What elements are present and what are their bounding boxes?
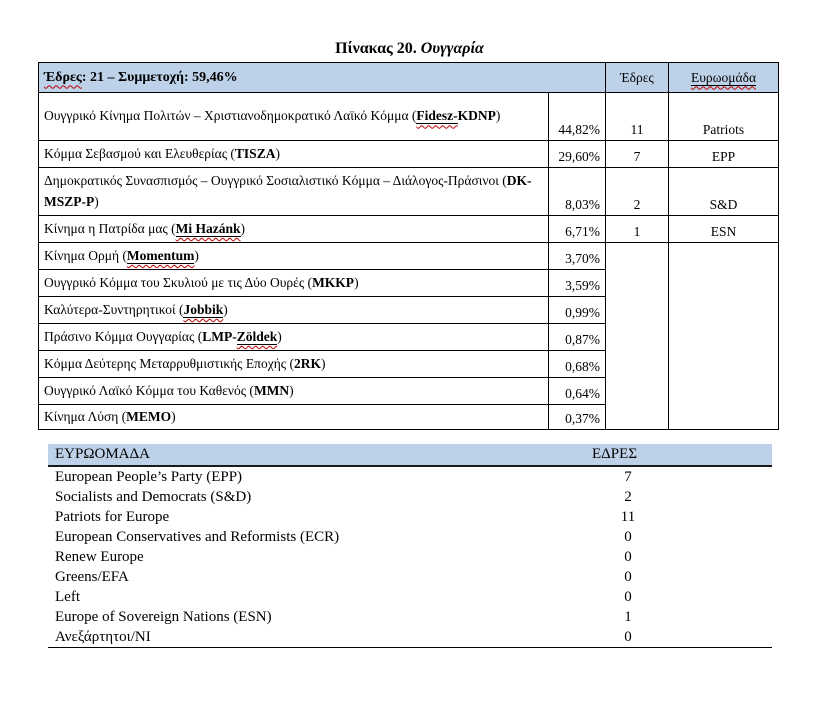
eurogroup-row: Ανεξάρτητοι/NI 0 [48, 627, 772, 648]
party-row: Κίνημα Ορμή (Momentum) 3,70% [38, 241, 779, 431]
results-header-row: Έδρες: 21 – Συμμετοχή: 59,46% Έδρες Ευρω… [38, 62, 779, 93]
eurogroup-cell: Patriots [668, 92, 779, 141]
eurogroup-cell: EPP [668, 140, 779, 168]
summary-seats-word: Έδρες [44, 69, 82, 85]
eurogroup-row: Left 0 [48, 587, 772, 607]
vote-share-cell: 0,68% [548, 350, 606, 378]
eurogroup-seats-cell: 0 [624, 528, 632, 545]
seats-turnout-summary: Έδρες: 21 – Συμμετοχή: 59,46% [38, 62, 606, 93]
vote-share-cell: 6,71% [548, 215, 606, 243]
eurogroup-seats-cell: 2 [624, 488, 632, 505]
party-row: Ουγγρικό Κόμμα του Σκυλιού με τις Δύο Ου… [38, 269, 779, 297]
eurogroup-name-cell: European Conservatives and Reformists (E… [55, 528, 340, 545]
eurogroup-row: European People’s Party (EPP) 7 [48, 466, 772, 487]
seats-cell: 11 [605, 92, 669, 141]
groups-column-header-eurogroup: ΕΥΡΩΟΜΑΔΑ [48, 444, 548, 467]
party-row: Δημοκρατικός Συνασπισμός – Ουγγρικό Σοσι… [38, 167, 779, 216]
eurogroup-cell: ESN [668, 215, 779, 243]
party-name-cell: Κόμμα Δεύτερης Μεταρρυθμιστικής Εποχής (… [38, 350, 549, 378]
eurogroup-cell: S&D [668, 167, 779, 216]
eurogroup-row: European Conservatives and Reformists (E… [48, 527, 772, 547]
eurogroup-seats-cell: 0 [624, 568, 632, 585]
party-abbreviation: MMN [253, 382, 290, 398]
party-name-cell: Κόμμα Σεβασμού και Ελευθερίας (TISZA) [38, 140, 549, 168]
party-name-cell: Πράσινο Κόμμα Ουγγαρίας (LMP-Zöldek) [38, 323, 549, 351]
column-header-eurogroup: Ευρωομάδα [668, 62, 779, 93]
party-abbreviation-underlined: Momentum [126, 247, 195, 264]
party-abbreviation-underlined: Jobbik [183, 301, 224, 318]
country-name: Ουγγαρία [420, 40, 484, 57]
party-row: Κίνημα Λύση (MEMO) 0,37% [38, 403, 779, 431]
vote-share-cell: 0,64% [548, 377, 606, 405]
vote-share-cell: 0,87% [548, 323, 606, 351]
page-title: Πίνακας 20. Ουγγαρία [0, 40, 819, 58]
seats-cell: 7 [605, 140, 669, 168]
party-row: Ουγγρικό Λαϊκό Κόμμα του Καθενός (MMN) 0,… [38, 377, 779, 405]
eurogroup-name-cell: Greens/EFA [55, 568, 129, 585]
eurogroup-cell-empty-merged [668, 241, 779, 431]
party-row: Κίνημα η Πατρίδα μας (Mi Hazánk) 6,71% 1 ES… [38, 215, 779, 243]
eurogroup-seats-cell: 0 [624, 588, 632, 605]
eurogroup-name-cell: Socialists and Democrats (S&D) [55, 488, 252, 505]
party-abbreviation: DK-MSZP-P [44, 173, 532, 209]
vote-share-cell: 29,60% [548, 140, 606, 168]
party-row: Κόμμα Δεύτερης Μεταρρυθμιστικής Εποχής (… [38, 350, 779, 378]
eurogroup-row: Renew Europe 0 [48, 547, 772, 567]
party-name-cell: Κίνημα Λύση (MEMO) [38, 403, 549, 431]
eurogroup-seats-cell: 0 [624, 548, 632, 565]
party-abbreviation-underlined: Zöldek [236, 328, 278, 345]
vote-share-cell: 0,99% [548, 296, 606, 324]
party-name-cell: Δημοκρατικός Συνασπισμός – Ουγγρικό Σοσι… [38, 167, 549, 216]
party-abbreviation: KDNP [457, 108, 496, 124]
eurogroup-seats-cell: 1 [624, 608, 632, 625]
eurogroup-name-cell: European People’s Party (EPP) [55, 468, 243, 485]
eurogroup-seats-cell: 11 [620, 508, 636, 525]
vote-share-cell: 3,70% [548, 242, 606, 270]
eurogroup-row: Socialists and Democrats (S&D) 2 [48, 487, 772, 507]
party-name-cell: Κίνημα Ορμή (Momentum) [38, 242, 549, 270]
party-name-cell: Ουγγρικό Λαϊκό Κόμμα του Καθενός (MMN) [38, 377, 549, 405]
groups-table-body: ΕΥΡΩΟΜΑΔΑ ΕΔΡΕΣ European People’s Party … [48, 444, 772, 648]
summary-rest: : 21 – Συμμετοχή: 59,46% [81, 69, 238, 85]
groups-header-row: ΕΥΡΩΟΜΑΔΑ ΕΔΡΕΣ [48, 444, 772, 467]
eurogroup-name-cell: Patriots for Europe [55, 508, 170, 525]
party-abbreviation-underlined: Mi Hazánk [175, 220, 241, 237]
column-header-seats: Έδρες [605, 62, 669, 93]
party-name-cell: Ουγγρικό Κίνημα Πολιτών – Χριστιανοδημοκ… [38, 92, 549, 141]
results-table-body: Έδρες: 21 – Συμμετοχή: 59,46% Έδρες Ευρω… [38, 62, 779, 431]
eurogroup-row: Patriots for Europe 11 [48, 507, 772, 527]
party-name-cell: Κίνημα η Πατρίδα μας (Mi Hazánk) [38, 215, 549, 243]
vote-share-cell: 3,59% [548, 269, 606, 297]
eurogroup-name-cell: Left [55, 588, 80, 605]
party-name-cell: Ουγγρικό Κόμμα του Σκυλιού με τις Δύο Ου… [38, 269, 549, 297]
eurogroup-name-cell: Ανεξάρτητοι/NI [48, 627, 548, 648]
vote-share-cell: 8,03% [548, 167, 606, 216]
party-row: Κόμμα Σεβασμού και Ελευθερίας (TISZA) 29,… [38, 140, 779, 168]
results-table: Έδρες: 21 – Συμμετοχή: 59,46% Έδρες Ευρω… [38, 62, 779, 431]
party-abbreviation: MKKP [312, 274, 355, 290]
party-abbreviation: TISZA [234, 145, 276, 161]
eurogroup-seats-cell: 0 [548, 627, 772, 648]
seats-cell: 2 [605, 167, 669, 216]
eurogroup-name-cell: Europe of Sovereign Nations (ESN) [55, 608, 272, 625]
party-abbreviation: MEMO [126, 409, 172, 424]
eurogroup-row: Europe of Sovereign Nations (ESN) 1 [48, 607, 772, 627]
eurogroup-seats-cell: 7 [624, 468, 632, 485]
eurogroup-seats-table: ΕΥΡΩΟΜΑΔΑ ΕΔΡΕΣ European People’s Party … [48, 444, 772, 648]
party-name-cell: Καλύτερα-Συντηρητικοί (Jobbik) [38, 296, 549, 324]
party-row: Ουγγρικό Κίνημα Πολιτών – Χριστιανοδημοκ… [38, 92, 779, 141]
seats-cell-empty-merged [605, 241, 669, 431]
seats-cell: 1 [605, 215, 669, 243]
party-abbreviation: LMP- [202, 328, 237, 344]
table-number-label: Πίνακας 20. [335, 40, 417, 57]
vote-share-cell: 44,82% [548, 92, 606, 141]
party-abbreviation-underlined: Fidesz- [416, 108, 458, 125]
eurogroup-name-cell: Renew Europe [55, 548, 144, 565]
groups-column-header-seats: ΕΔΡΕΣ [548, 444, 772, 467]
party-abbreviation: 2RK [294, 355, 321, 371]
vote-share-cell: 0,37% [548, 403, 606, 431]
eurogroup-row: Greens/EFA 0 [48, 567, 772, 587]
